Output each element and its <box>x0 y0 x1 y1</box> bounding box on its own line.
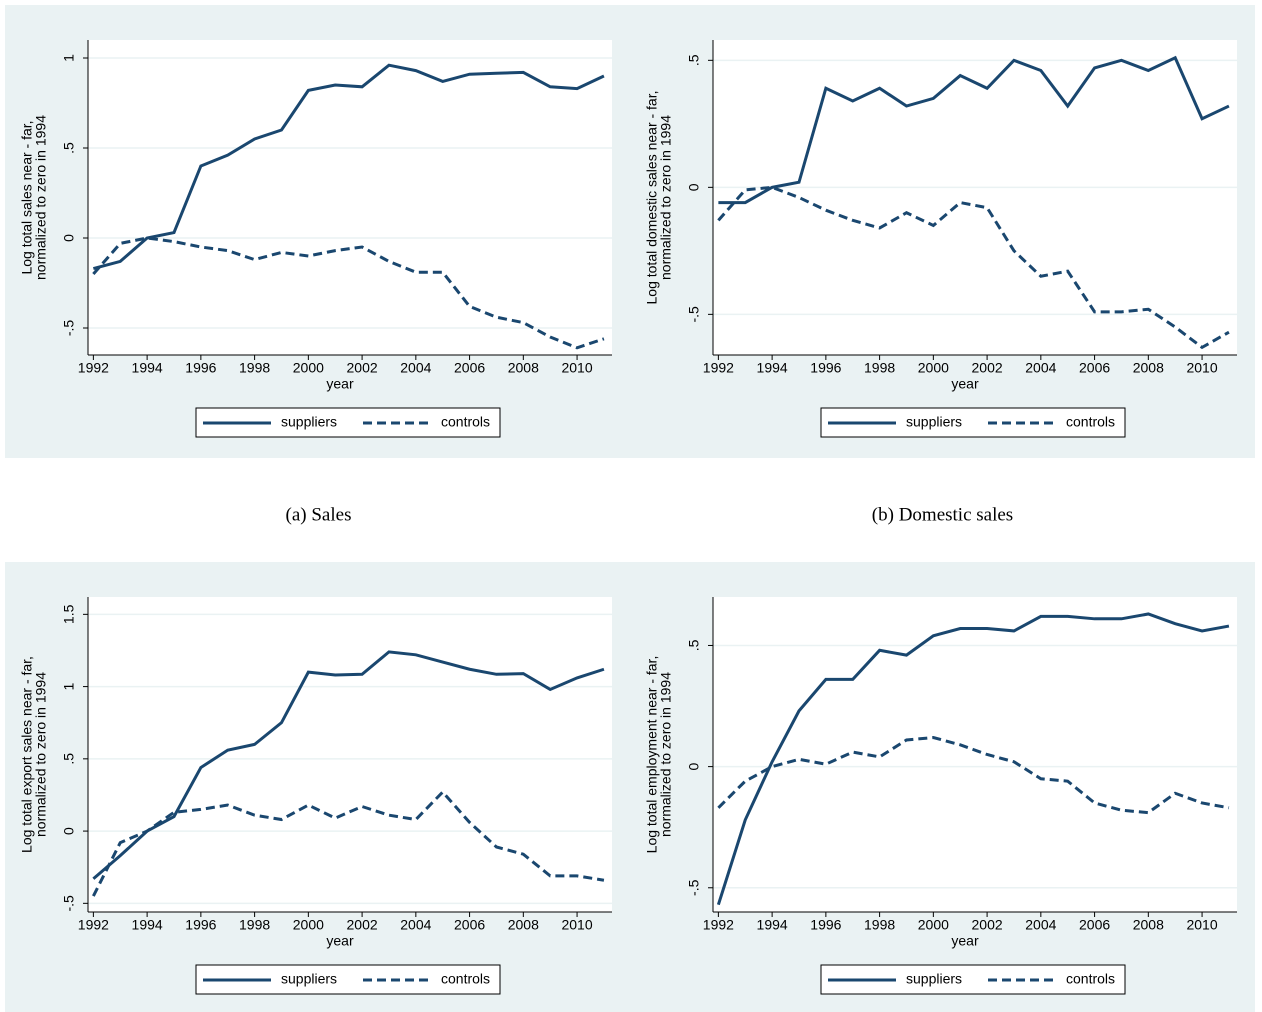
y-tick-label: 0 <box>61 827 77 835</box>
x-tick-label: 2002 <box>347 917 378 933</box>
y-tick-label: -.5 <box>686 306 702 323</box>
y-tick-label: 0 <box>686 183 702 191</box>
x-tick-label: 2010 <box>1186 917 1217 933</box>
y-tick-label: -.5 <box>61 320 77 337</box>
y-axis-title: Log total export sales near - far, <box>19 656 35 853</box>
x-tick-label: 2002 <box>972 360 1003 376</box>
x-tick-label: 2008 <box>508 917 539 933</box>
series-line <box>717 736 1230 815</box>
legend-label: controls <box>1066 971 1115 987</box>
legend-label: suppliers <box>281 971 337 987</box>
y-tick-label: 1 <box>61 54 77 62</box>
y-tick-label: .5 <box>61 753 77 765</box>
x-tick-label: 2000 <box>918 917 949 933</box>
legend-label: controls <box>441 414 490 430</box>
caption: (b) Domestic sales <box>872 504 1013 525</box>
caption: (a) Sales <box>286 504 352 525</box>
x-tick-label: 2000 <box>918 360 949 376</box>
x-axis-title: year <box>951 376 979 392</box>
y-tick-label: .5 <box>686 639 702 651</box>
x-tick-label: 2010 <box>1186 360 1217 376</box>
series-line <box>92 650 605 880</box>
legend-label: suppliers <box>906 971 962 987</box>
x-tick-label: 1998 <box>864 360 895 376</box>
x-tick-label: 2002 <box>972 917 1003 933</box>
x-tick-label: 2004 <box>1025 917 1056 933</box>
legend-label: suppliers <box>281 414 337 430</box>
y-axis-title: Log total employment near - far, <box>644 656 660 854</box>
x-tick-label: 1996 <box>185 917 216 933</box>
legend-label: controls <box>441 971 490 987</box>
x-tick-label: 1992 <box>78 917 109 933</box>
x-axis-title: year <box>951 933 979 949</box>
x-tick-label: 1998 <box>239 360 270 376</box>
x-tick-label: 2006 <box>454 360 485 376</box>
x-tick-label: 2010 <box>561 360 592 376</box>
y-tick-label: -.5 <box>61 895 77 912</box>
y-axis-title: normalized to zero in 1994 <box>33 115 49 280</box>
x-tick-label: 1996 <box>810 360 841 376</box>
x-tick-label: 1992 <box>703 360 734 376</box>
x-tick-label: 1998 <box>239 917 270 933</box>
x-tick-label: 2002 <box>347 360 378 376</box>
series-line <box>718 55 1230 205</box>
x-tick-label: 2006 <box>1079 917 1110 933</box>
y-axis-title: Log total domestic sales near - far, <box>644 91 660 305</box>
x-tick-label: 2008 <box>508 360 539 376</box>
x-tick-label: 2006 <box>454 917 485 933</box>
series-line <box>92 236 605 350</box>
legend-label: controls <box>1066 414 1115 430</box>
x-tick-label: 1998 <box>864 917 895 933</box>
y-axis-title: Log total sales near - far, <box>19 120 35 274</box>
x-tick-label: 1996 <box>185 360 216 376</box>
series-line <box>92 789 605 897</box>
y-tick-label: .5 <box>686 54 702 66</box>
x-tick-label: 2010 <box>561 917 592 933</box>
x-tick-label: 2000 <box>293 360 324 376</box>
legend-label: suppliers <box>906 414 962 430</box>
series-line <box>92 63 605 271</box>
x-tick-label: 2004 <box>400 917 431 933</box>
x-tick-label: 2008 <box>1133 917 1164 933</box>
plot-area <box>713 597 1237 912</box>
y-tick-label: 1.5 <box>61 604 77 624</box>
x-tick-label: 2006 <box>1079 360 1110 376</box>
y-axis-title: normalized to zero in 1994 <box>658 672 674 837</box>
x-tick-label: 1994 <box>132 917 163 933</box>
y-tick-label: -.5 <box>686 879 702 896</box>
x-tick-label: 1994 <box>757 360 788 376</box>
y-tick-label: .5 <box>61 142 77 154</box>
x-tick-label: 1996 <box>810 917 841 933</box>
x-tick-label: 2004 <box>400 360 431 376</box>
plot-area <box>88 597 612 912</box>
x-axis-title: year <box>326 376 354 392</box>
x-tick-label: 1994 <box>132 360 163 376</box>
y-tick-label: 0 <box>61 234 77 242</box>
plot-area <box>713 40 1237 355</box>
series-line <box>716 612 1230 906</box>
x-axis-title: year <box>326 933 354 949</box>
y-axis-title: normalized to zero in 1994 <box>33 672 49 837</box>
x-tick-label: 2004 <box>1025 360 1056 376</box>
plot-area <box>88 40 612 355</box>
x-tick-label: 1994 <box>757 917 788 933</box>
y-axis-title: normalized to zero in 1994 <box>658 115 674 280</box>
series-line <box>717 185 1230 350</box>
x-tick-label: 2008 <box>1133 360 1164 376</box>
x-tick-label: 1992 <box>78 360 109 376</box>
x-tick-label: 2000 <box>293 917 324 933</box>
y-tick-label: 0 <box>686 763 702 771</box>
x-tick-label: 1992 <box>703 917 734 933</box>
y-tick-label: 1 <box>61 682 77 690</box>
